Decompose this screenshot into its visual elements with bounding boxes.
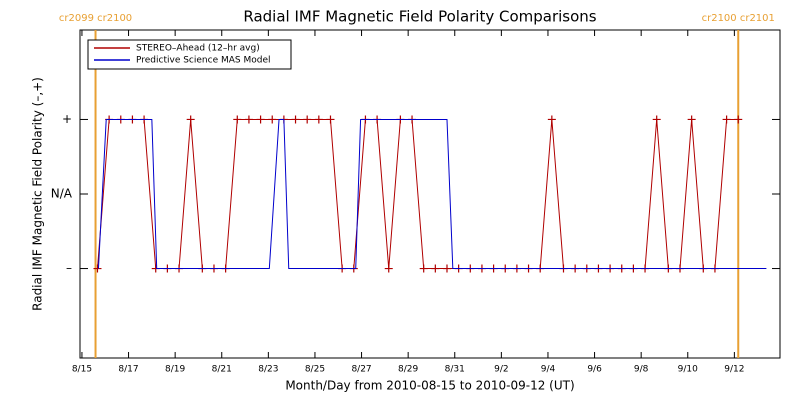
plus-marker — [244, 115, 253, 124]
x-tick-label: 9/10 — [678, 365, 698, 375]
plus-marker — [734, 115, 743, 124]
x-tick-label: 9/4 — [541, 365, 556, 375]
x-tick-label: 8/23 — [258, 365, 278, 375]
x-tick-label: 9/2 — [494, 365, 508, 375]
plus-marker — [314, 115, 323, 124]
legend-label: Predictive Science MAS Model — [136, 56, 271, 66]
x-tick-label: 9/8 — [634, 365, 649, 375]
x-tick-label: 8/27 — [351, 365, 371, 375]
x-tick-label: 8/25 — [305, 365, 325, 375]
x-tick-label: 8/21 — [212, 365, 232, 375]
x-axis-label: Month/Day from 2010-08-15 to 2010-09-12 … — [285, 379, 574, 393]
plus-marker — [722, 115, 731, 124]
plus-marker — [326, 115, 335, 124]
plus-marker — [652, 115, 661, 124]
plus-marker — [419, 264, 428, 273]
x-tick-label: 8/17 — [118, 365, 138, 375]
annotation: cr2099 cr2100 — [59, 13, 132, 24]
annotation: cr2100 cr2101 — [702, 13, 775, 24]
plus-marker — [547, 115, 556, 124]
y-tick-label: + — [62, 112, 72, 126]
plus-marker — [268, 115, 277, 124]
x-tick-label: 8/19 — [165, 365, 185, 375]
plus-marker — [93, 264, 102, 273]
plus-marker — [186, 115, 195, 124]
x-tick-label: 9/12 — [724, 365, 744, 375]
legend-box — [87, 39, 292, 70]
plus-marker — [384, 264, 393, 273]
plus-marker — [233, 115, 242, 124]
plus-marker — [256, 115, 265, 124]
x-tick-label: 9/6 — [587, 365, 602, 375]
chart-title: Radial IMF Magnetic Field Polarity Compa… — [243, 8, 596, 26]
plus-marker — [442, 264, 451, 273]
x-tick-label: 8/31 — [445, 365, 465, 375]
series-line — [97, 118, 767, 270]
y-tick-label: – — [66, 261, 72, 275]
legend-label: STEREO–Ahead (12–hr avg) — [136, 44, 260, 54]
x-tick-label: 8/29 — [398, 365, 418, 375]
y-axis-label: Radial IMF Magnetic Field Polarity (–,+) — [31, 77, 45, 311]
legend: STEREO–Ahead (12–hr avg) Predictive Scien… — [87, 39, 292, 70]
plus-marker — [291, 115, 300, 124]
plus-marker — [303, 115, 312, 124]
y-tick-label: N/A — [51, 187, 73, 201]
plus-marker — [687, 115, 696, 124]
plus-marker — [431, 264, 440, 273]
x-tick-label: 8/15 — [72, 365, 92, 375]
